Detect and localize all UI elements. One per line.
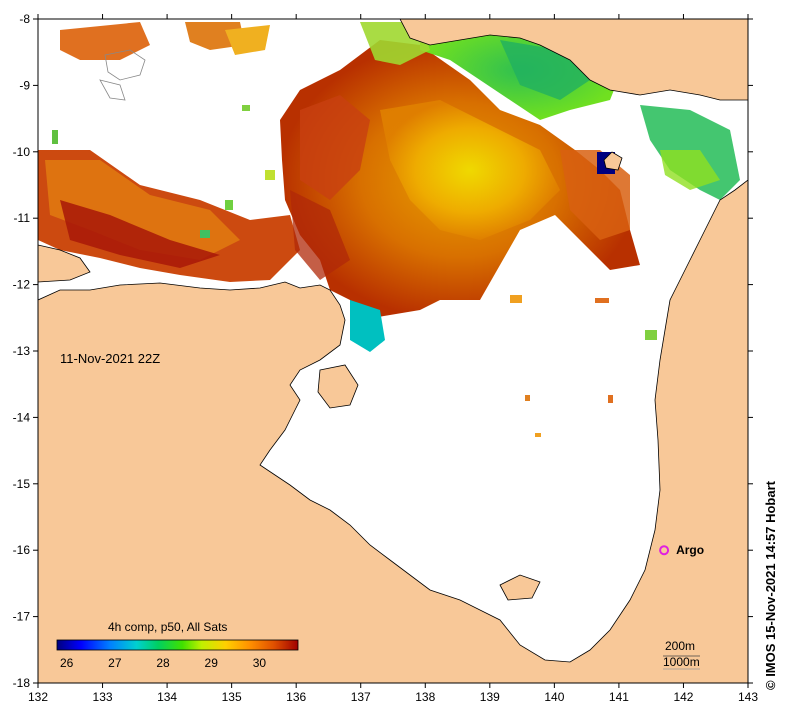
bathymetry-contour xyxy=(99,49,146,101)
x-tick-label: 139 xyxy=(480,690,500,704)
y-tick-label: -13 xyxy=(13,344,31,358)
land xyxy=(38,19,748,683)
argo-label: Argo xyxy=(676,543,704,557)
y-tick-label: -11 xyxy=(14,211,31,225)
x-axis: 132 133 134 135 136 137 138 139 140 141 142 143 xyxy=(28,14,758,704)
colorbar-gradient xyxy=(56,639,299,651)
argo-marker xyxy=(659,545,670,556)
x-tick-label: 143 xyxy=(738,690,758,704)
colorbar-tick-label: 30 xyxy=(253,656,267,670)
timestamp-label: 11-Nov-2021 22Z xyxy=(60,351,160,366)
y-tick-label: -17 xyxy=(13,610,31,624)
argo-float: Argo xyxy=(659,543,704,557)
x-tick-label: 140 xyxy=(544,690,564,704)
colorbar: 4h comp, p50, All Sats 26 27 28 29 30 xyxy=(56,620,299,670)
imos-credit: © IMOS 15-Nov-2021 14:57 Hobart xyxy=(763,481,778,690)
colorbar-tick-label: 28 xyxy=(156,656,170,670)
x-tick-label: 135 xyxy=(222,690,242,704)
y-tick-label: -14 xyxy=(13,410,31,424)
colorbar-title: 4h comp, p50, All Sats xyxy=(108,620,227,634)
y-tick-label: -18 xyxy=(13,676,31,690)
colorbar-tick-label: 26 xyxy=(60,656,74,670)
depth-200m-label: 200m xyxy=(665,639,695,653)
y-tick-label: -15 xyxy=(13,477,31,491)
colorbar-ticks: 26 27 28 29 30 xyxy=(60,656,266,670)
x-tick-label: 132 xyxy=(28,690,48,704)
y-tick-label: -16 xyxy=(13,543,31,557)
x-tick-label: 142 xyxy=(673,690,693,704)
y-tick-label: -9 xyxy=(19,78,30,92)
y-axis: -8 -9 -10 -11 -12 -13 -14 -15 -16 -17 -18 xyxy=(13,12,753,690)
y-tick-label: -8 xyxy=(19,12,30,26)
x-tick-label: 141 xyxy=(609,690,629,704)
x-tick-label: 133 xyxy=(93,690,113,704)
colorbar-tick-label: 27 xyxy=(108,656,122,670)
y-tick-label: -12 xyxy=(13,278,31,292)
x-tick-label: 134 xyxy=(157,690,177,704)
x-tick-label: 136 xyxy=(286,690,306,704)
depth-1000m-label: 1000m xyxy=(663,655,700,669)
y-tick-label: -10 xyxy=(13,145,31,159)
x-tick-label: 138 xyxy=(415,690,435,704)
x-tick-label: 137 xyxy=(351,690,371,704)
colorbar-tick-label: 29 xyxy=(205,656,219,670)
depth-legend: 200m 1000m xyxy=(663,639,700,670)
